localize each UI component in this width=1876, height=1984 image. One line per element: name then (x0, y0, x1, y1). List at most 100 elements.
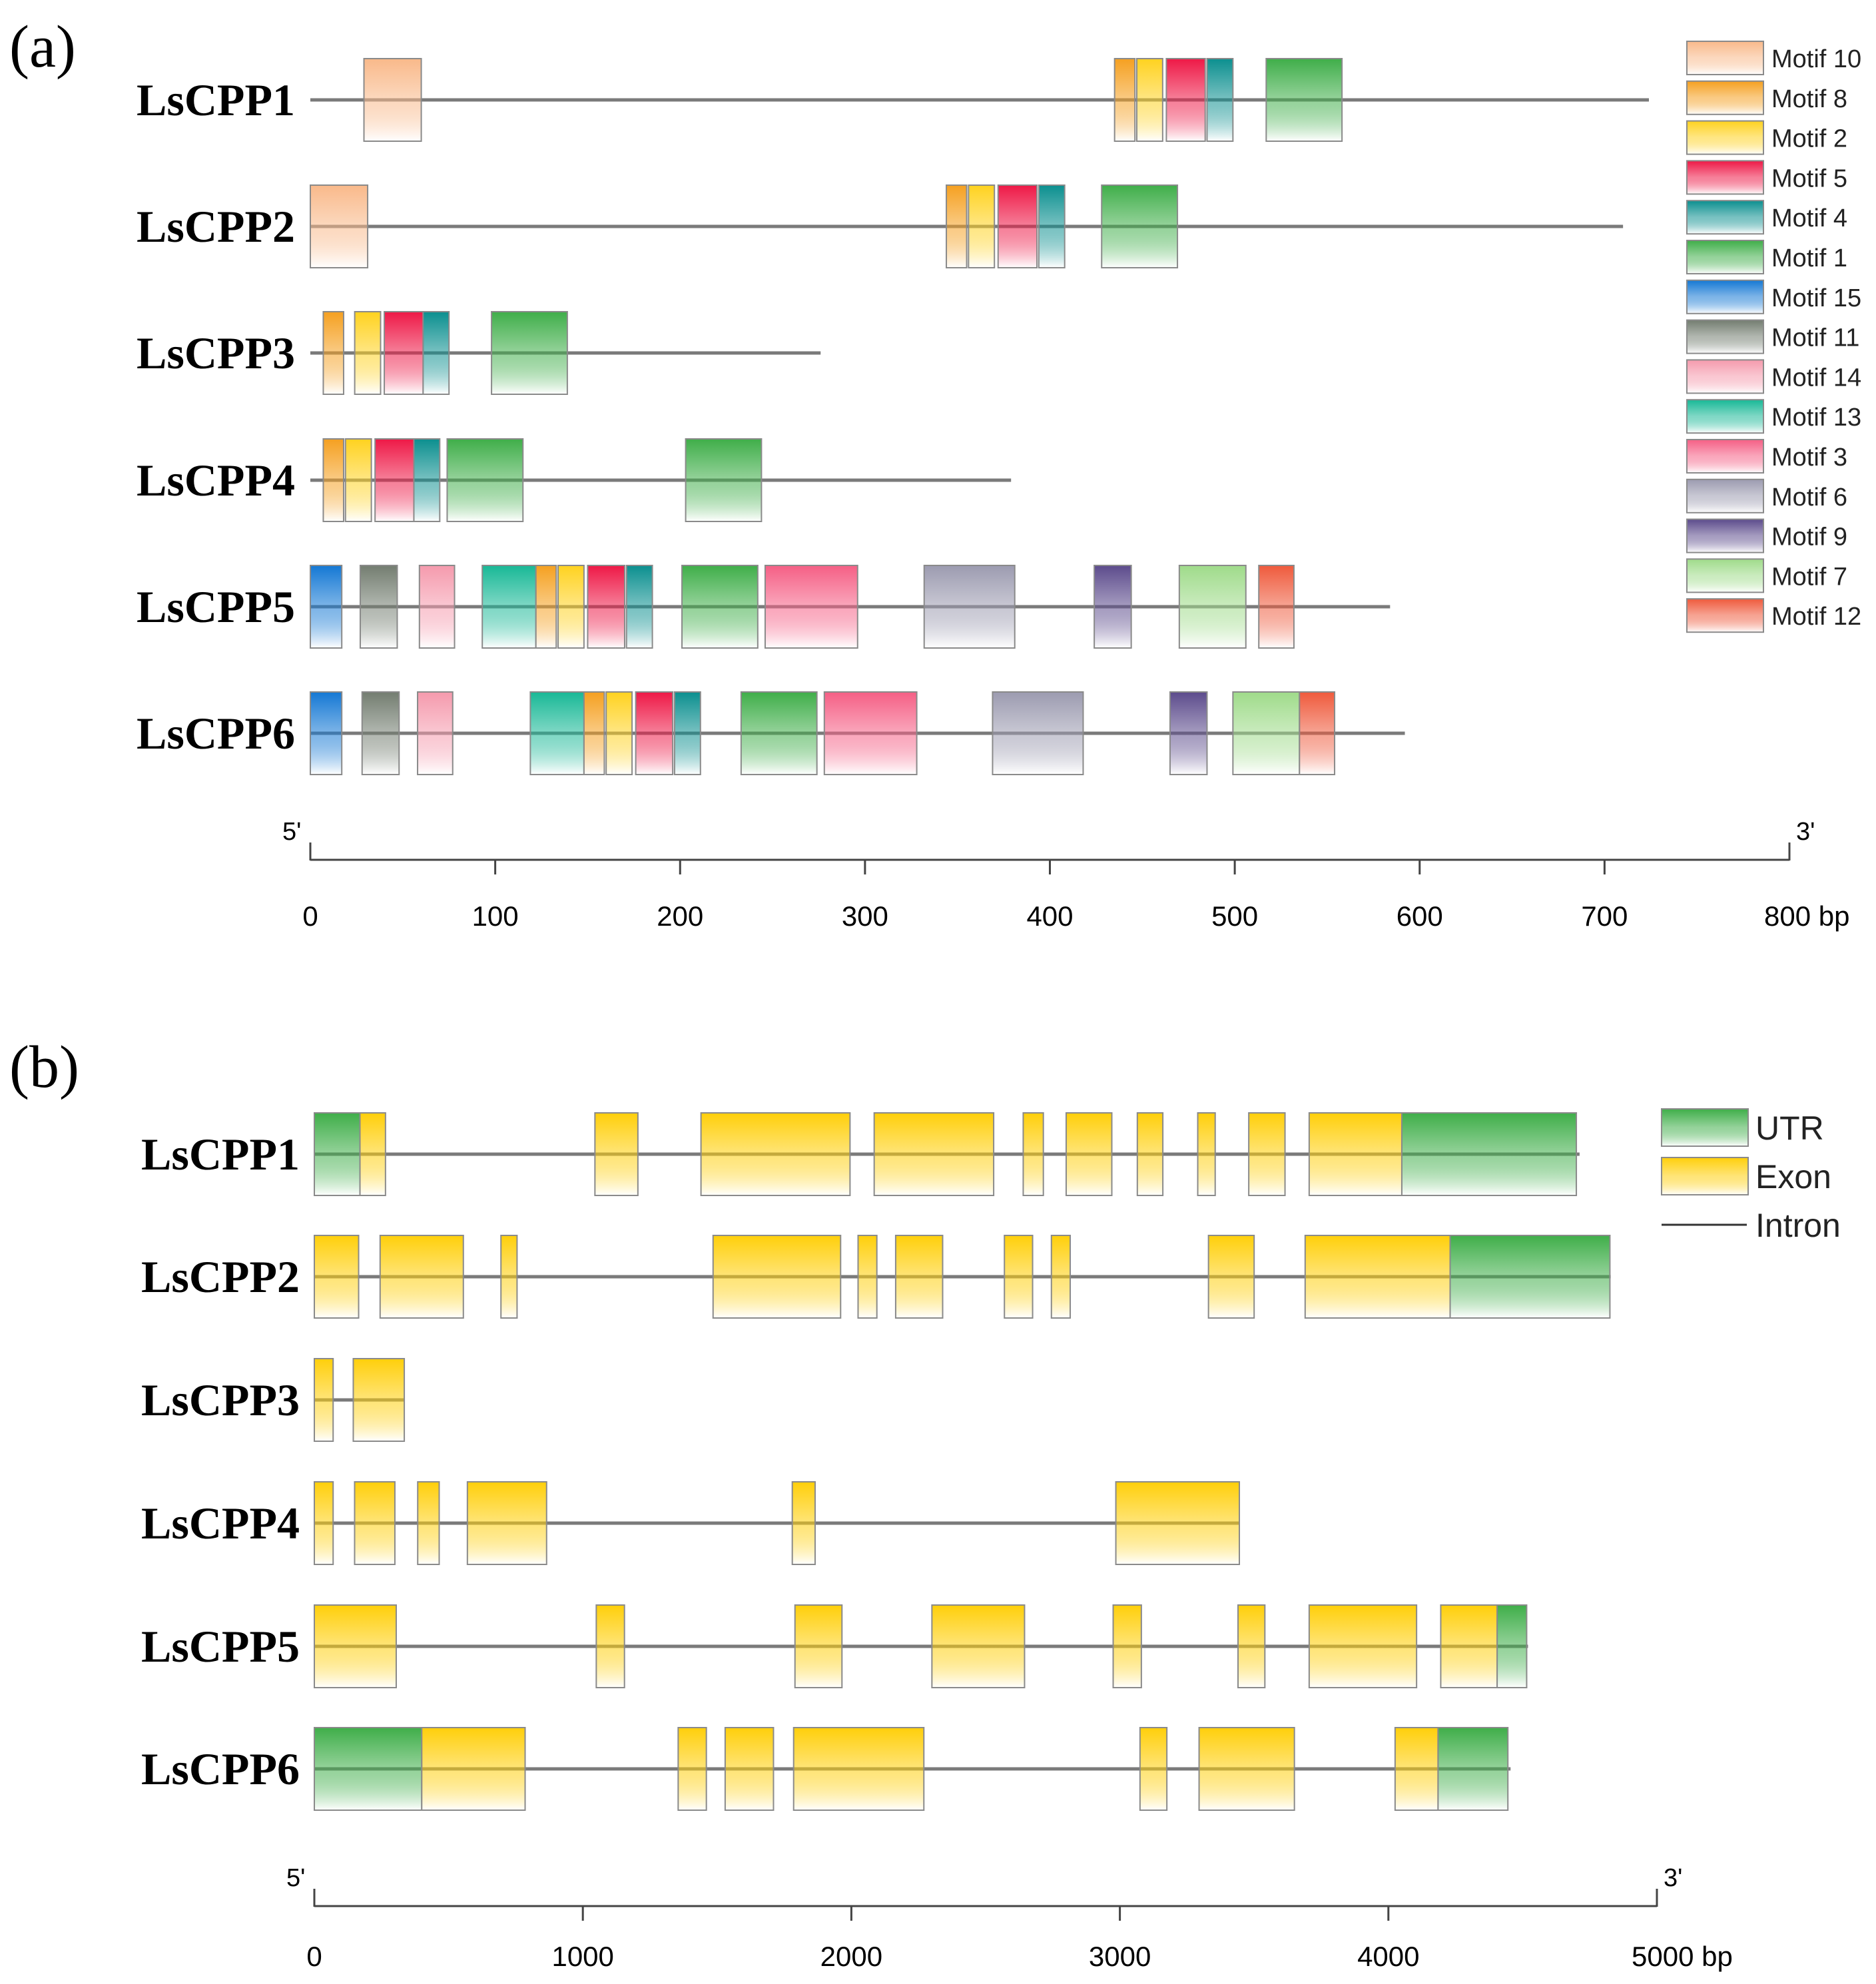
motif-box-motif-5 (997, 184, 1038, 268)
panel-a-label: (a) (9, 14, 76, 80)
gene-label: LsCPP3 (141, 1375, 300, 1425)
legend-label: Motif 10 (1771, 45, 1861, 73)
gene-label: LsCPP4 (137, 455, 295, 505)
exon-box (873, 1112, 995, 1196)
exon-box (1065, 1112, 1113, 1196)
legend-item-motif-5: Motif 5 (1686, 160, 1847, 195)
legend-label: Motif 8 (1771, 85, 1847, 113)
gene-row-lscpp4: LsCPP4 (137, 438, 1012, 522)
exon-box (594, 1112, 639, 1196)
legend-label: Motif 2 (1771, 125, 1847, 153)
exon-box (792, 1727, 925, 1811)
gene-row-lscpp4: LsCPP4 (141, 1481, 1241, 1565)
gene-row-lscpp3: LsCPP3 (137, 311, 821, 395)
gene-row-lscpp5: LsCPP5 (137, 565, 1391, 649)
legend-label: Exon (1755, 1158, 1831, 1195)
legend-item-motif-8: Motif 8 (1686, 80, 1847, 115)
legend-swatch (1686, 279, 1764, 314)
motif-box-motif-2 (557, 565, 585, 649)
motif-box-motif-1 (681, 565, 759, 649)
exon-box (931, 1604, 1026, 1688)
motif-box-motif-3 (823, 691, 918, 775)
exon-box (1308, 1604, 1418, 1688)
gene-label: LsCPP2 (141, 1251, 300, 1302)
axis-tick-label: 4000 (1357, 1941, 1419, 1972)
motif-box-motif-6 (923, 565, 1016, 649)
motif-box-motif-8 (322, 438, 344, 522)
motif-gene-tracks: LsCPP1 LsCPP2 LsCPP3 LsCPP4 LsCPP5 LsCPP6 (137, 58, 1650, 775)
gene-row-lscpp1: LsCPP1 (141, 1112, 1580, 1196)
exon-box (352, 1358, 406, 1442)
exon-box (1197, 1112, 1216, 1196)
motif-box-motif-7 (1178, 565, 1247, 649)
axis-tick-label: 0 (306, 1941, 322, 1972)
legend-label: Motif 1 (1771, 244, 1847, 272)
motif-box-motif-2 (354, 311, 382, 395)
motif-box-motif-2 (605, 691, 633, 775)
exon-box (1004, 1235, 1034, 1319)
structure-axis: 5' 3' 0 1000 2000 3000 4000 5000 bp (286, 1864, 1733, 1972)
motif-box-motif-6 (992, 691, 1084, 775)
legend-swatch (1686, 478, 1764, 513)
motif-box-motif-1 (446, 438, 524, 522)
motif-box-motif-14 (418, 565, 456, 649)
motif-box-motif-13 (481, 565, 537, 649)
exon-box (894, 1235, 944, 1319)
exon-box (1308, 1112, 1403, 1196)
motif-box-motif-15 (310, 565, 343, 649)
gene-label: LsCPP5 (137, 581, 295, 632)
axis-tick-label: 300 (842, 900, 888, 932)
motif-box-motif-1 (740, 691, 818, 775)
legend-swatch (1686, 160, 1764, 195)
motif-box-motif-2 (1135, 58, 1163, 142)
exon-box (791, 1481, 816, 1565)
exon-box (1394, 1727, 1439, 1811)
exon-box (1207, 1235, 1255, 1319)
legend-item-motif-1: Motif 1 (1686, 240, 1847, 274)
motif-box-motif-8 (946, 184, 968, 268)
legend-label: Motif 12 (1771, 603, 1861, 631)
exon-box (314, 1604, 397, 1688)
motif-box-motif-8 (535, 565, 557, 649)
exon-box (712, 1235, 842, 1319)
legend-label: Motif 5 (1771, 165, 1847, 192)
exon-box (314, 1481, 334, 1565)
motif-box-motif-4 (625, 565, 653, 649)
gene-label: LsCPP4 (141, 1498, 300, 1548)
axis-five-prime-label: 5' (286, 1864, 305, 1892)
motif-box-motif-10 (363, 58, 422, 142)
structure-legend: UTR Exon Intron (1661, 1108, 1841, 1244)
exon-box (700, 1112, 851, 1196)
gene-label: LsCPP1 (141, 1129, 300, 1179)
exon-box (1304, 1235, 1451, 1319)
legend-item-exon: Exon (1661, 1157, 1831, 1195)
legend-label: UTR (1755, 1110, 1824, 1147)
axis-tick-label: 1000 (551, 1941, 613, 1972)
exon-box (724, 1727, 775, 1811)
motif-box-motif-1 (491, 311, 568, 395)
motif-box-motif-15 (310, 691, 343, 775)
gene-row-lscpp3: LsCPP3 (141, 1358, 406, 1442)
motif-box-motif-5 (384, 311, 424, 395)
exon-box (794, 1604, 843, 1688)
legend-item-motif-6: Motif 6 (1686, 478, 1847, 513)
gene-row-lscpp5: LsCPP5 (141, 1604, 1528, 1688)
motif-box-motif-10 (310, 184, 369, 268)
axis-tick-label: 0 (302, 900, 318, 932)
motif-box-motif-4 (1038, 184, 1066, 268)
exon-box (466, 1481, 547, 1565)
legend-label: Motif 11 (1771, 324, 1859, 352)
legend-item-motif-4: Motif 4 (1686, 200, 1847, 235)
legend-item-motif-3: Motif 3 (1686, 439, 1847, 474)
exon-box (1022, 1112, 1044, 1196)
utr-box (1401, 1112, 1578, 1196)
exon-box (1248, 1112, 1286, 1196)
legend-item-motif-14: Motif 14 (1686, 359, 1861, 394)
exon-box (1112, 1604, 1142, 1688)
exon-box (421, 1727, 526, 1811)
legend-swatch (1686, 240, 1764, 274)
axis-tick-label: 600 (1397, 900, 1443, 932)
motif-box-motif-5 (1165, 58, 1206, 142)
legend-item-intron: Intron (1662, 1207, 1841, 1244)
